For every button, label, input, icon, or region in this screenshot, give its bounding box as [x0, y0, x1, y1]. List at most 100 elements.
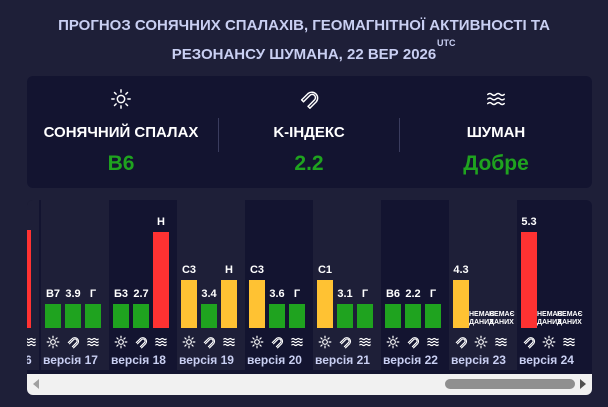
sun-icon: [114, 335, 128, 349]
scroll-left-arrow-icon[interactable]: [33, 379, 39, 389]
sun-icon: [250, 335, 264, 349]
schumann-bar: [425, 304, 441, 328]
waves-icon: [400, 88, 592, 110]
version-label: 6: [27, 353, 32, 367]
schumann-value: Добре: [463, 152, 529, 175]
sun-icon: [182, 335, 196, 349]
k-index-label: K-ІНДЕКС: [273, 124, 345, 141]
schumann-value-label: Г: [293, 288, 301, 300]
horizontal-scrollbar[interactable]: [27, 374, 592, 395]
kindex-value-label: 5.3: [521, 216, 537, 228]
schumann-no-data-label: НЕМАЄ ДАНИХ: [489, 311, 515, 326]
solar-flare-label: СОНЯЧНИЙ СПАЛАХ: [43, 124, 199, 141]
schumann-value-label: Г: [89, 288, 97, 300]
kindex-value-label: 3.9: [65, 288, 81, 300]
kindex-bar: [521, 232, 537, 328]
kindex-bar: [133, 304, 149, 328]
magnet-icon: [219, 88, 399, 110]
solar-value-label: B6: [385, 288, 401, 300]
solar-bar: [249, 280, 265, 328]
sun-icon: [474, 335, 488, 349]
schumann-label: ШУМАН: [466, 124, 526, 141]
magnet-icon: [66, 335, 80, 349]
waves-icon: [358, 335, 372, 349]
schumann-value-label: Г: [361, 288, 369, 300]
schumann-bar: [153, 232, 169, 328]
waves-icon: [222, 335, 236, 349]
magnet-icon: [406, 335, 420, 349]
kindex-value-label: 3.4: [201, 288, 217, 300]
version-label: версія 21: [315, 353, 370, 367]
sun-icon: [27, 88, 215, 110]
sun-icon: [318, 335, 332, 349]
page-title-line2: РЕЗОНАНСУ ШУМАНА, 22 ВЕР 2026: [171, 46, 437, 63]
version-column-partial: 6: [27, 200, 39, 370]
sun-icon: [46, 335, 60, 349]
magnet-icon: [202, 335, 216, 349]
version-label: версія 23: [451, 353, 506, 367]
sun-icon: [542, 335, 556, 349]
schumann-bar: [357, 304, 373, 328]
kindex-bar: [337, 304, 353, 328]
sun-icon: [386, 335, 400, 349]
divider: [218, 118, 219, 152]
kindex-bar: [201, 304, 217, 328]
magnet-icon: [522, 335, 536, 349]
solar-no-data-label: НЕМАЄ ДАНИХ: [537, 311, 563, 326]
kindex-value-label: 2.7: [133, 288, 149, 300]
waves-icon: [154, 335, 168, 349]
scrollbar-thumb[interactable]: [445, 379, 575, 389]
utc-label: UTC: [437, 38, 456, 48]
schumann-value-label: Г: [429, 288, 437, 300]
kindex-value-label: 2.2: [405, 288, 421, 300]
solar-flare-value: B6: [107, 152, 135, 175]
summary-panel: СОНЯЧНИЙ СПАЛАХ B6 K-ІНДЕКС 2.2 ШУМАН До…: [27, 76, 592, 188]
waves-icon: [27, 335, 37, 349]
version-label: версія 24: [519, 353, 574, 367]
kindex-bar: [405, 304, 421, 328]
solar-bar: [317, 280, 333, 328]
solar-bar: [45, 304, 61, 328]
kindex-value-label: 3.6: [269, 288, 285, 300]
divider: [399, 118, 400, 152]
magnet-icon: [454, 335, 468, 349]
version-label: версія 19: [179, 353, 234, 367]
solar-value-label: B7: [45, 288, 61, 300]
kindex-value-label: 3.1: [337, 288, 353, 300]
solar-bar: [181, 280, 197, 328]
magnet-icon: [270, 335, 284, 349]
version-label: версія 22: [383, 353, 438, 367]
solar-value-label: C3: [181, 264, 197, 276]
waves-icon: [426, 335, 440, 349]
schumann-bar: [27, 230, 31, 328]
scroll-right-arrow-icon[interactable]: [580, 379, 586, 389]
page-title-line1: ПРОГНОЗ СОНЯЧНИХ СПАЛАХІВ, ГЕОМАГНІТНОЇ …: [58, 17, 550, 34]
kindex-bar: [453, 280, 469, 328]
schumann-summary: ШУМАН Добре: [400, 76, 592, 188]
solar-bar: [385, 304, 401, 328]
waves-icon: [562, 335, 576, 349]
schumann-no-data-label: НЕМАЄ ДАНИХ: [557, 311, 583, 326]
solar-value-label: Б3: [113, 288, 129, 300]
magnet-icon: [134, 335, 148, 349]
k-index-summary: K-ІНДЕКС 2.2: [219, 76, 399, 188]
version-label: версія 18: [111, 353, 166, 367]
waves-icon: [494, 335, 508, 349]
kindex-bar: [269, 304, 285, 328]
schumann-value-label: Н: [157, 216, 165, 228]
solar-value-label: C1: [317, 264, 333, 276]
schumann-bar: [221, 280, 237, 328]
schumann-bar: [289, 304, 305, 328]
solar-value-label: C3: [249, 264, 265, 276]
waves-icon: [86, 335, 100, 349]
kindex-bar: [65, 304, 81, 328]
schumann-value-label: Н: [225, 264, 233, 276]
solar-flare-summary: СОНЯЧНИЙ СПАЛАХ B6: [27, 76, 215, 188]
